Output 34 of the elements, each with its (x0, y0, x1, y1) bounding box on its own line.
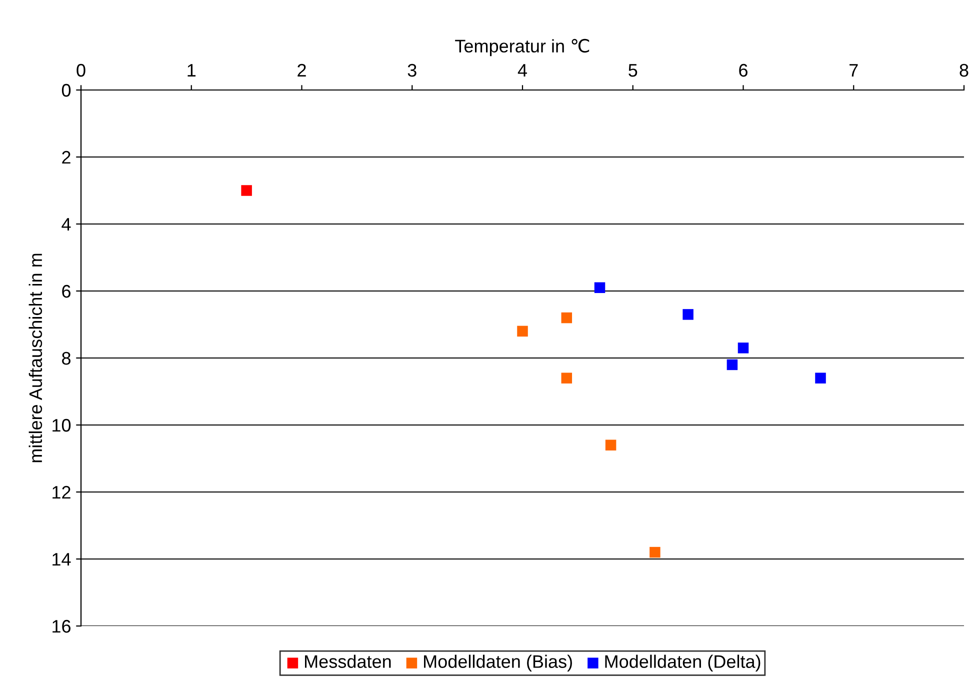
y-tick-label: 12 (52, 486, 70, 499)
point (241, 185, 252, 196)
legend-label: Modelldaten (Bias) (424, 654, 572, 672)
x-tick-label: 3 (408, 64, 416, 77)
point (726, 359, 738, 370)
y-tick-label: 6 (62, 284, 70, 298)
point (561, 372, 572, 384)
point (650, 546, 660, 558)
point (561, 312, 572, 324)
y-tick-label: 4 (62, 218, 71, 231)
point (682, 309, 694, 320)
point (605, 440, 616, 450)
point (517, 326, 528, 337)
y-tick-label: 14 (52, 553, 71, 566)
legend-label: Messdaten (305, 654, 391, 668)
y-tick-label: 16 (52, 620, 70, 633)
point (594, 282, 606, 294)
y-tick-label: 8 (62, 352, 70, 365)
y-tick-label: 0 (62, 84, 71, 97)
point (738, 342, 749, 354)
y-tick-label: 2 (62, 150, 70, 164)
y-axis-title: mittlere Auftauschicht in m (28, 254, 42, 462)
x-tick-label: 6 (739, 64, 748, 77)
x-tick-label: 1 (188, 64, 196, 77)
point (815, 372, 826, 384)
x-tick-label: 0 (76, 64, 86, 77)
x-tick-label: 8 (960, 64, 968, 77)
x-tick-label: 7 (850, 64, 858, 77)
legend-label: Modelldaten (Delta) (605, 654, 760, 672)
x-axis-title: Temperatur in ℃ (455, 38, 590, 56)
x-tick-label: 5 (628, 64, 638, 77)
x-tick-label: 4 (518, 64, 527, 77)
x-tick-label: 2 (298, 64, 306, 77)
y-tick-label: 10 (52, 418, 71, 432)
